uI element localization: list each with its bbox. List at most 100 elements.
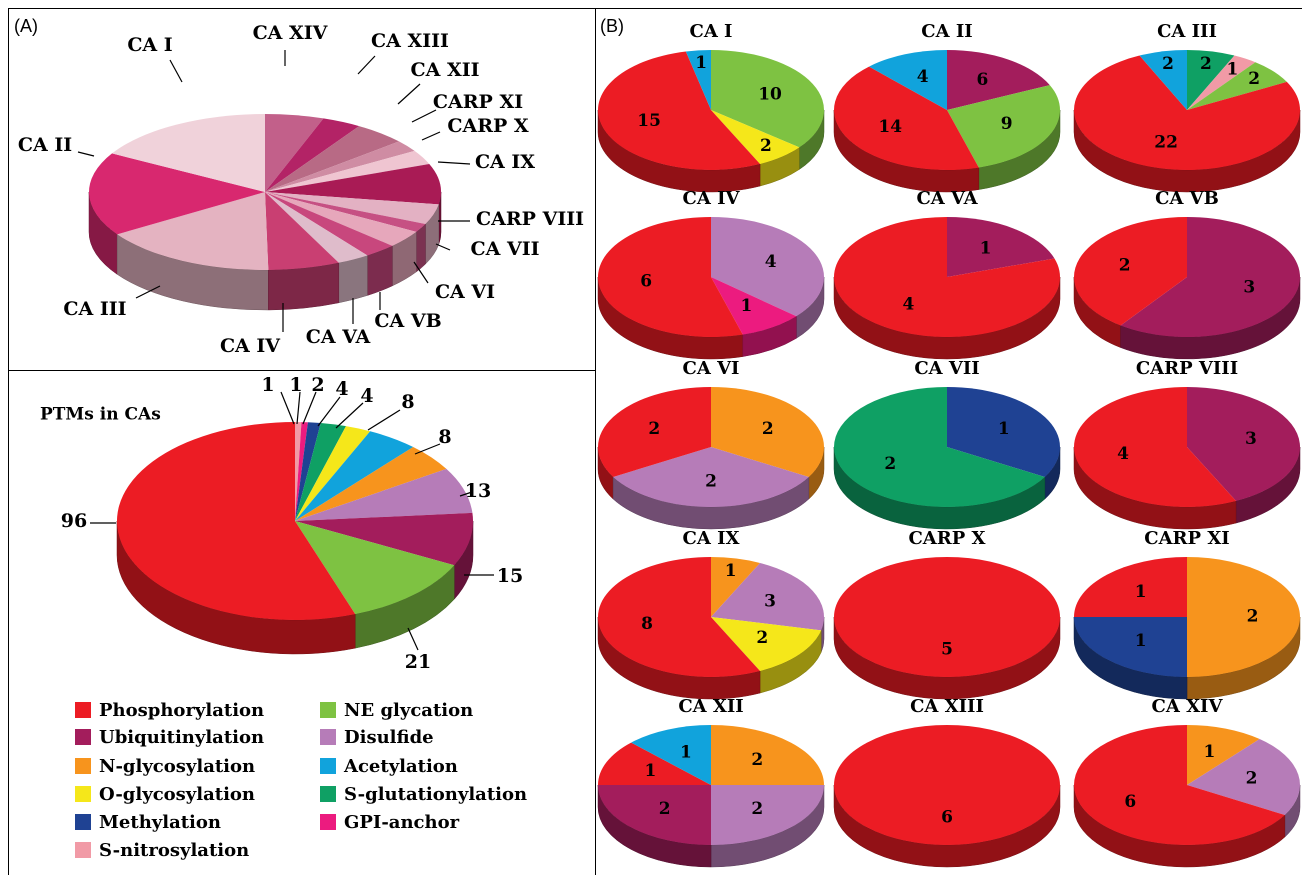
pie-slice-o-glycosylation [295, 426, 371, 521]
pie-side-ca-va [338, 255, 368, 304]
pie-slice-n-glycosylation [295, 446, 447, 521]
pie-ca-vii [833, 387, 1061, 530]
legend-label: S-glutationylation [344, 783, 528, 805]
legend-item: Acetylation [320, 754, 458, 778]
pie-slice-phosphorylation [1074, 725, 1285, 846]
pie-carp-x [833, 557, 1061, 700]
data-label: 4 [1117, 444, 1129, 464]
pie-slice-acetylation [869, 50, 947, 110]
pie-slice-ca-vii [265, 192, 426, 232]
pie-slice-disulfide [711, 785, 824, 845]
data-label: 1 [680, 742, 692, 762]
data-label: 2 [705, 471, 717, 491]
category-label: CA XII [411, 59, 480, 81]
leader-line [135, 285, 161, 299]
leader-line [435, 243, 451, 251]
pie-slice-n-glycosylation [1187, 725, 1260, 785]
pie-slice-phosphorylation [833, 217, 1060, 337]
pie-title: CA XII [678, 696, 743, 717]
legend-label: GPI-anchor [344, 811, 460, 833]
pie-title: CA II [921, 21, 972, 42]
leader-line [357, 55, 376, 75]
pie-slice-s-glutationylation [833, 387, 1045, 508]
panel-a-pie [88, 114, 442, 311]
pie-slice-methylation [1074, 617, 1187, 677]
legend-swatch [320, 702, 336, 718]
pie-slice-gpi-anchor [295, 422, 308, 521]
legend-label: S-nitrosylation [99, 839, 250, 861]
pie-slice-ca-vb [265, 192, 393, 256]
category-label: CA I [127, 34, 172, 56]
leader-line [280, 391, 295, 425]
data-label: 2 [760, 136, 772, 156]
pie-slice-ca-ix [265, 164, 441, 205]
pie-slice-acetylation [295, 431, 414, 521]
legend-item: Methylation [75, 810, 221, 834]
data-label: 10 [758, 84, 782, 104]
data-label: 8 [438, 426, 451, 448]
legend-item: N-glycosylation [75, 754, 255, 778]
legend-item: Ubiquitinylation [75, 725, 264, 749]
data-label: 1 [998, 419, 1010, 439]
pie-slice-s-glutationylation [1187, 50, 1235, 110]
pie-slice-phosphorylation [1074, 387, 1237, 507]
data-label: 21 [405, 651, 431, 673]
pie-ca-ii [833, 50, 1061, 193]
legend-label: Methylation [99, 811, 221, 833]
pie-title: CA I [690, 21, 733, 42]
pie-slice-carp-viii [265, 192, 439, 225]
pie-slice-phosphorylation [598, 217, 743, 337]
pie-slice-ca-xiii [265, 118, 360, 192]
pie-title: CARP VIII [1136, 358, 1238, 379]
pie-slice-n-glycosylation [1187, 557, 1300, 677]
pie-slice-phosphorylation [1074, 55, 1301, 170]
category-label: CARP X [447, 115, 529, 137]
legend-label: Acetylation [344, 755, 458, 777]
pie-ca-xiii [833, 725, 1061, 868]
data-label: 4 [335, 378, 348, 400]
data-label: 6 [977, 70, 989, 90]
legend-label: O-glycosylation [99, 783, 255, 805]
legend-swatch [75, 758, 91, 774]
data-label: 1 [1135, 631, 1147, 651]
leader-line [407, 627, 419, 651]
pie-slice-phosphorylation [1074, 217, 1187, 326]
pie-slice-o-glycosylation [711, 110, 800, 165]
pie-title: CA VA [916, 188, 978, 209]
pie-slice-disulfide [613, 447, 809, 508]
leader-line [77, 151, 95, 157]
category-label: CA II [18, 134, 72, 156]
pie-slice-phosphorylation [834, 725, 1060, 845]
leader-line [367, 409, 401, 431]
category-label: CA IV [220, 335, 281, 357]
pie-slice-phosphorylation [598, 51, 761, 170]
panel-a-letter: (A) [14, 16, 38, 36]
pie-slice-disulfide [295, 468, 473, 521]
legend-label: NE glycation [344, 699, 474, 721]
leader-line [459, 491, 473, 497]
leader-line [413, 261, 429, 284]
data-label: 2 [1248, 69, 1260, 89]
legend-swatch [320, 758, 336, 774]
data-label: 2 [1247, 607, 1259, 627]
data-label: 96 [61, 510, 87, 532]
pie-slice-s-nitrosylation [295, 422, 302, 521]
pie-slice-phosphorylation [1074, 557, 1187, 617]
data-label: 3 [1245, 429, 1257, 449]
pie-ca-va [833, 217, 1061, 360]
pie-title: CA VB [1155, 188, 1219, 209]
pie-slice-phosphorylation [597, 557, 761, 677]
data-label: 15 [497, 565, 523, 587]
category-label: CA VI [435, 281, 495, 303]
pie-slice-ca-ii [89, 153, 265, 235]
pie-slice-ubiquitinylation [598, 785, 711, 845]
pie-ca-ix [597, 557, 825, 700]
pie-slice-phosphorylation [834, 557, 1060, 677]
pie-slice-methylation [295, 422, 321, 521]
pie-slice-n-glycosylation [711, 387, 824, 477]
leader-line [317, 396, 341, 427]
leader-line [296, 391, 301, 425]
pie-ca-iv [597, 217, 825, 360]
